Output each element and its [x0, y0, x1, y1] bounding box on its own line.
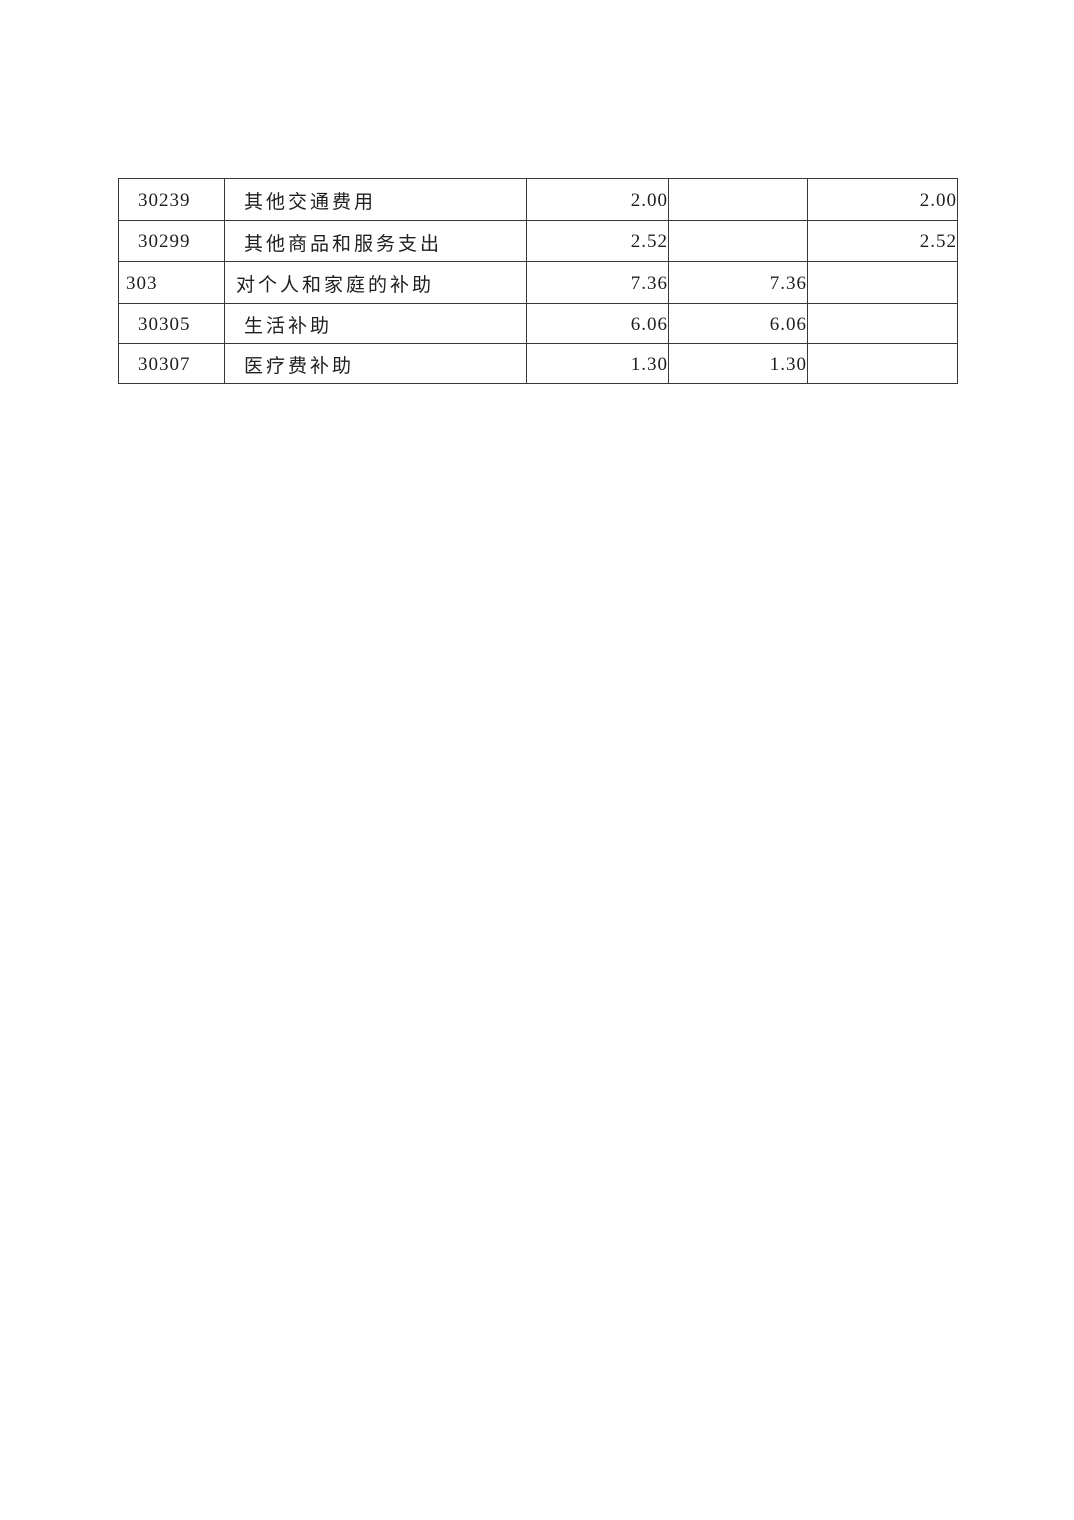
- budget-code-cell: 30239: [118, 178, 225, 221]
- table-row: 30307 医疗费补助 1.30 1.30: [118, 343, 958, 384]
- table-row: 303 对个人和家庭的补助 7.36 7.36: [118, 261, 958, 304]
- budget-table: 30239 其他交通费用 2.00 2.00 30299 其他商品和服务支出 2…: [118, 178, 958, 384]
- basic-amount-cell: 1.30: [668, 343, 808, 384]
- total-amount-cell: 2.52: [526, 220, 669, 262]
- total-amount-cell: 7.36: [526, 261, 669, 304]
- budget-item-name-cell: 医疗费补助: [224, 343, 527, 384]
- budget-code-cell: 30305: [118, 303, 225, 344]
- project-amount-cell: [807, 261, 958, 304]
- basic-amount-cell: [668, 220, 808, 262]
- table-row: 30305 生活补助 6.06 6.06: [118, 303, 958, 344]
- budget-item-name-cell: 其他交通费用: [224, 178, 527, 221]
- basic-amount-cell: [668, 178, 808, 221]
- budget-item-name-cell: 生活补助: [224, 303, 527, 344]
- total-amount-cell: 2.00: [526, 178, 669, 221]
- total-amount-cell: 1.30: [526, 343, 669, 384]
- total-amount-cell: 6.06: [526, 303, 669, 344]
- project-amount-cell: [807, 343, 958, 384]
- budget-item-name-cell: 其他商品和服务支出: [224, 220, 527, 262]
- project-amount-cell: [807, 303, 958, 344]
- budget-code-cell: 30299: [118, 220, 225, 262]
- budget-code-cell: 30307: [118, 343, 225, 384]
- project-amount-cell: 2.00: [807, 178, 958, 221]
- budget-code-cell: 303: [118, 261, 225, 304]
- project-amount-cell: 2.52: [807, 220, 958, 262]
- table-row: 30239 其他交通费用 2.00 2.00: [118, 178, 958, 221]
- budget-table-body: 30239 其他交通费用 2.00 2.00 30299 其他商品和服务支出 2…: [118, 178, 958, 384]
- basic-amount-cell: 6.06: [668, 303, 808, 344]
- basic-amount-cell: 7.36: [668, 261, 808, 304]
- table-row: 30299 其他商品和服务支出 2.52 2.52: [118, 220, 958, 262]
- budget-item-name-cell: 对个人和家庭的补助: [224, 261, 527, 304]
